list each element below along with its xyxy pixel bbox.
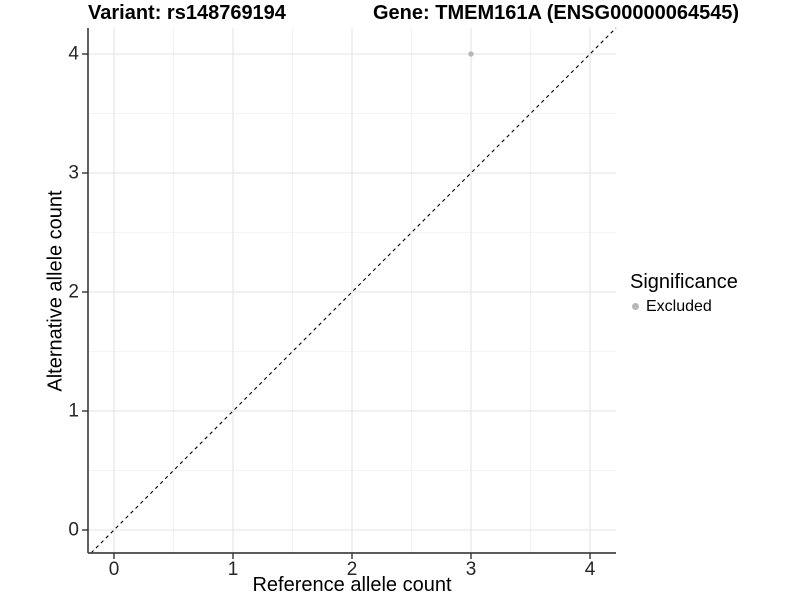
legend-title: Significance: [630, 271, 738, 293]
legend: Significance Excluded: [630, 271, 738, 316]
x-tick-label: 0: [109, 559, 120, 580]
y-axis-title: Alternative allele count: [44, 190, 67, 392]
x-tick-label: 1: [228, 559, 239, 580]
legend-item-excluded: Excluded: [630, 297, 738, 316]
legend-point-icon: [632, 303, 639, 310]
data-point: [468, 51, 474, 57]
legend-item-label: Excluded: [646, 298, 712, 315]
variant-title: Variant: rs148769194: [88, 2, 286, 24]
gene-title: Gene: TMEM161A (ENSG00000064545): [373, 2, 740, 24]
y-tick-label: 3: [68, 163, 79, 184]
y-tick-label: 1: [68, 401, 79, 422]
y-tick-label: 2: [68, 282, 79, 303]
x-tick-label: 3: [466, 559, 477, 580]
x-tick-label: 2: [347, 559, 358, 580]
y-tick-label: 4: [68, 44, 79, 65]
y-tick-label: 0: [68, 520, 79, 541]
identity-reference-line: [90, 27, 617, 554]
x-axis-title: Reference allele count: [252, 574, 452, 596]
x-tick-label: 4: [585, 559, 596, 580]
